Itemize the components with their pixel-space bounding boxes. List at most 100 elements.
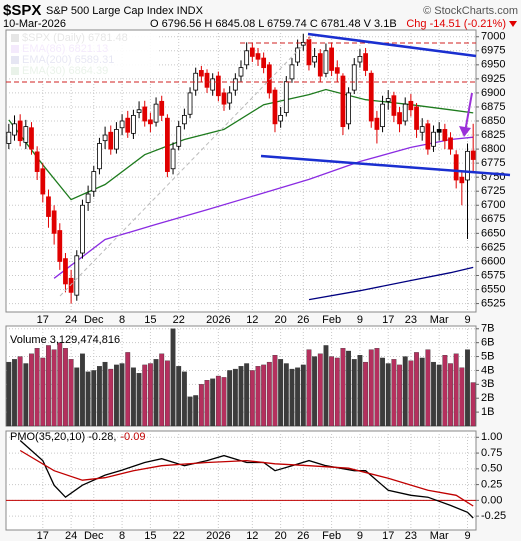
- x-tick-label: 24: [65, 530, 77, 541]
- candle-body: [425, 123, 431, 150]
- volume-bar: [351, 359, 357, 427]
- volume-bar: [249, 370, 255, 427]
- volume-bar: [51, 349, 57, 427]
- candle-body: [363, 53, 368, 71]
- candle-body: [295, 47, 301, 63]
- series-line: [53, 136, 474, 279]
- y-tick-label: 6725: [481, 185, 505, 197]
- y-tick-label: 6700: [481, 199, 505, 211]
- volume-title: Volume 3,129,474,816: [10, 334, 120, 346]
- volume-bar: [340, 348, 346, 427]
- candle-body: [283, 81, 289, 113]
- x-tick-label: 9: [357, 530, 363, 541]
- volume-bar: [29, 353, 34, 427]
- volume-bar: [368, 349, 374, 427]
- pmo-panel: [5, 430, 477, 531]
- candle-body: [29, 127, 34, 150]
- volume-bar: [419, 357, 425, 427]
- volume-bar: [357, 355, 363, 427]
- y-tick-label: 6625: [481, 241, 505, 253]
- candle-body: [289, 64, 295, 80]
- x-tick-label: 9: [464, 530, 470, 541]
- plot-layer: 6525655065756600662566506675670067256750…: [6, 30, 506, 541]
- candle-body: [238, 67, 244, 77]
- y-tick-label: 5B: [481, 350, 494, 362]
- down-triangle: [509, 21, 517, 27]
- y-tick-label: 6575: [481, 269, 505, 281]
- candle-body: [153, 103, 159, 123]
- volume-bar: [448, 363, 453, 427]
- y-tick-label: 6550: [481, 283, 505, 295]
- volume-bar: [85, 371, 91, 427]
- annotation-line: [59, 35, 313, 297]
- y-tick-label: 6925: [481, 73, 505, 85]
- x-tick-label: Mar: [430, 530, 449, 541]
- y-tick-label: 6850: [481, 115, 505, 127]
- y-tick-label: 2B: [481, 392, 494, 404]
- x-tick-label: Dec: [84, 530, 104, 541]
- candle-body: [170, 148, 176, 170]
- x-tick-label: 22: [173, 314, 185, 326]
- volume-bar: [221, 377, 227, 427]
- candle-body: [272, 89, 278, 125]
- volume-bar: [187, 396, 193, 427]
- volume-bar: [238, 366, 244, 427]
- date: 10-Mar-2026: [3, 18, 66, 30]
- candle-body: [51, 210, 57, 234]
- volume-bar: [385, 363, 391, 427]
- x-tick-label: 23: [405, 530, 417, 541]
- candle-body: [148, 119, 153, 125]
- quote: O 6796.56 H 6845.08 L 6759.74 C 6781.48 …: [150, 18, 397, 30]
- volume-bar: [300, 364, 306, 427]
- volume-bar: [453, 353, 459, 427]
- volume-bar: [289, 368, 295, 427]
- y-tick-label: 6875: [481, 101, 505, 113]
- y-tick-label: 4B: [481, 364, 494, 376]
- x-tick-label: 15: [144, 314, 156, 326]
- volume-bar: [102, 361, 108, 427]
- x-tick-label: 2026: [206, 530, 230, 541]
- y-tick-label: 6775: [481, 157, 505, 169]
- volume-bar: [323, 345, 329, 427]
- candle-body: [431, 131, 436, 147]
- candle-body: [74, 255, 80, 296]
- volume-bar: [414, 352, 419, 427]
- candle-body: [414, 106, 419, 130]
- volume-bar: [363, 361, 368, 427]
- candle-body: [442, 129, 448, 142]
- volume-bar: [391, 359, 397, 427]
- volume-bar: [266, 361, 272, 427]
- candle-body: [261, 57, 267, 69]
- chart-subtitle: S&P 500 Large Cap Index INDX: [46, 5, 204, 17]
- candle-body: [85, 193, 91, 203]
- volume-bar: [114, 364, 119, 427]
- volume-bar: [278, 359, 284, 427]
- arrow: [464, 92, 473, 133]
- candle-body: [17, 120, 23, 142]
- volume-bar: [306, 349, 312, 427]
- volume-bar: [159, 353, 165, 427]
- volume-bar: [431, 361, 436, 427]
- volume-bar: [402, 356, 408, 427]
- y-tick-label: 6525: [481, 297, 505, 309]
- volume-bar: [198, 384, 204, 427]
- x-tick-label: 20: [275, 530, 287, 541]
- candle-body: [114, 129, 119, 150]
- candle-body: [249, 47, 255, 57]
- volume-bar: [232, 368, 238, 427]
- volume-bar: [408, 360, 414, 427]
- volume-bar: [91, 370, 97, 427]
- y-tick-label: 1B: [481, 406, 494, 418]
- y-tick-label: -0.25: [481, 510, 506, 522]
- x-tick-label: Mar: [430, 314, 449, 326]
- volume-bar: [147, 363, 153, 427]
- volume-bar: [136, 373, 142, 427]
- x-tick-label: 9: [464, 314, 470, 326]
- candle-body: [159, 100, 165, 116]
- volume-bar: [142, 364, 148, 427]
- trend-line: [260, 154, 511, 177]
- candle-body: [6, 131, 12, 144]
- candle-body: [227, 92, 233, 104]
- x-tick-label: 17: [37, 530, 49, 541]
